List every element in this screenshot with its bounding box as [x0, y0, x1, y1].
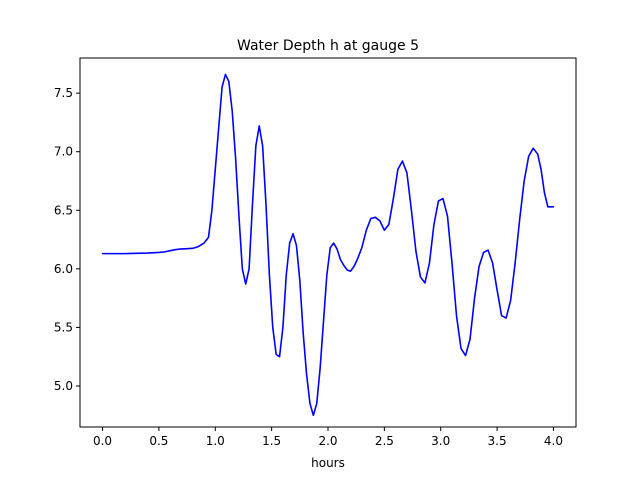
x-tick-label: 3.5 [488, 434, 507, 448]
x-tick-label: 0.0 [93, 434, 112, 448]
y-tick-label: 6.0 [54, 262, 73, 276]
x-tick-label: 3.0 [431, 434, 450, 448]
series-line-0 [101, 73, 555, 417]
y-axis: 5.0 5.5 6.0 6.5 7.0 7.5 [54, 86, 80, 393]
y-tick-label: 7.0 [54, 145, 73, 159]
y-tick-label: 7.5 [54, 86, 73, 100]
x-tick-label: 2.5 [375, 434, 394, 448]
y-tick-label: 6.5 [54, 203, 73, 217]
x-tick-label: 1.5 [262, 434, 281, 448]
y-tick-label: 5.5 [54, 320, 73, 334]
y-tick-label: 5.0 [54, 379, 73, 393]
plot-area [80, 58, 576, 427]
chart-title: Water Depth h at gauge 5 [237, 38, 419, 54]
x-tick-label: 2.0 [318, 434, 337, 448]
x-tick-label: 0.5 [149, 434, 168, 448]
series-layer [101, 73, 555, 417]
plot-frame [79, 57, 577, 428]
x-tick-label: 4.0 [544, 434, 563, 448]
x-axis-label: hours [311, 456, 345, 470]
x-axis: 0.0 0.5 1.0 1.5 2.0 2.5 3.0 3.5 4.0 [93, 427, 563, 448]
x-tick-label: 1.0 [206, 434, 225, 448]
